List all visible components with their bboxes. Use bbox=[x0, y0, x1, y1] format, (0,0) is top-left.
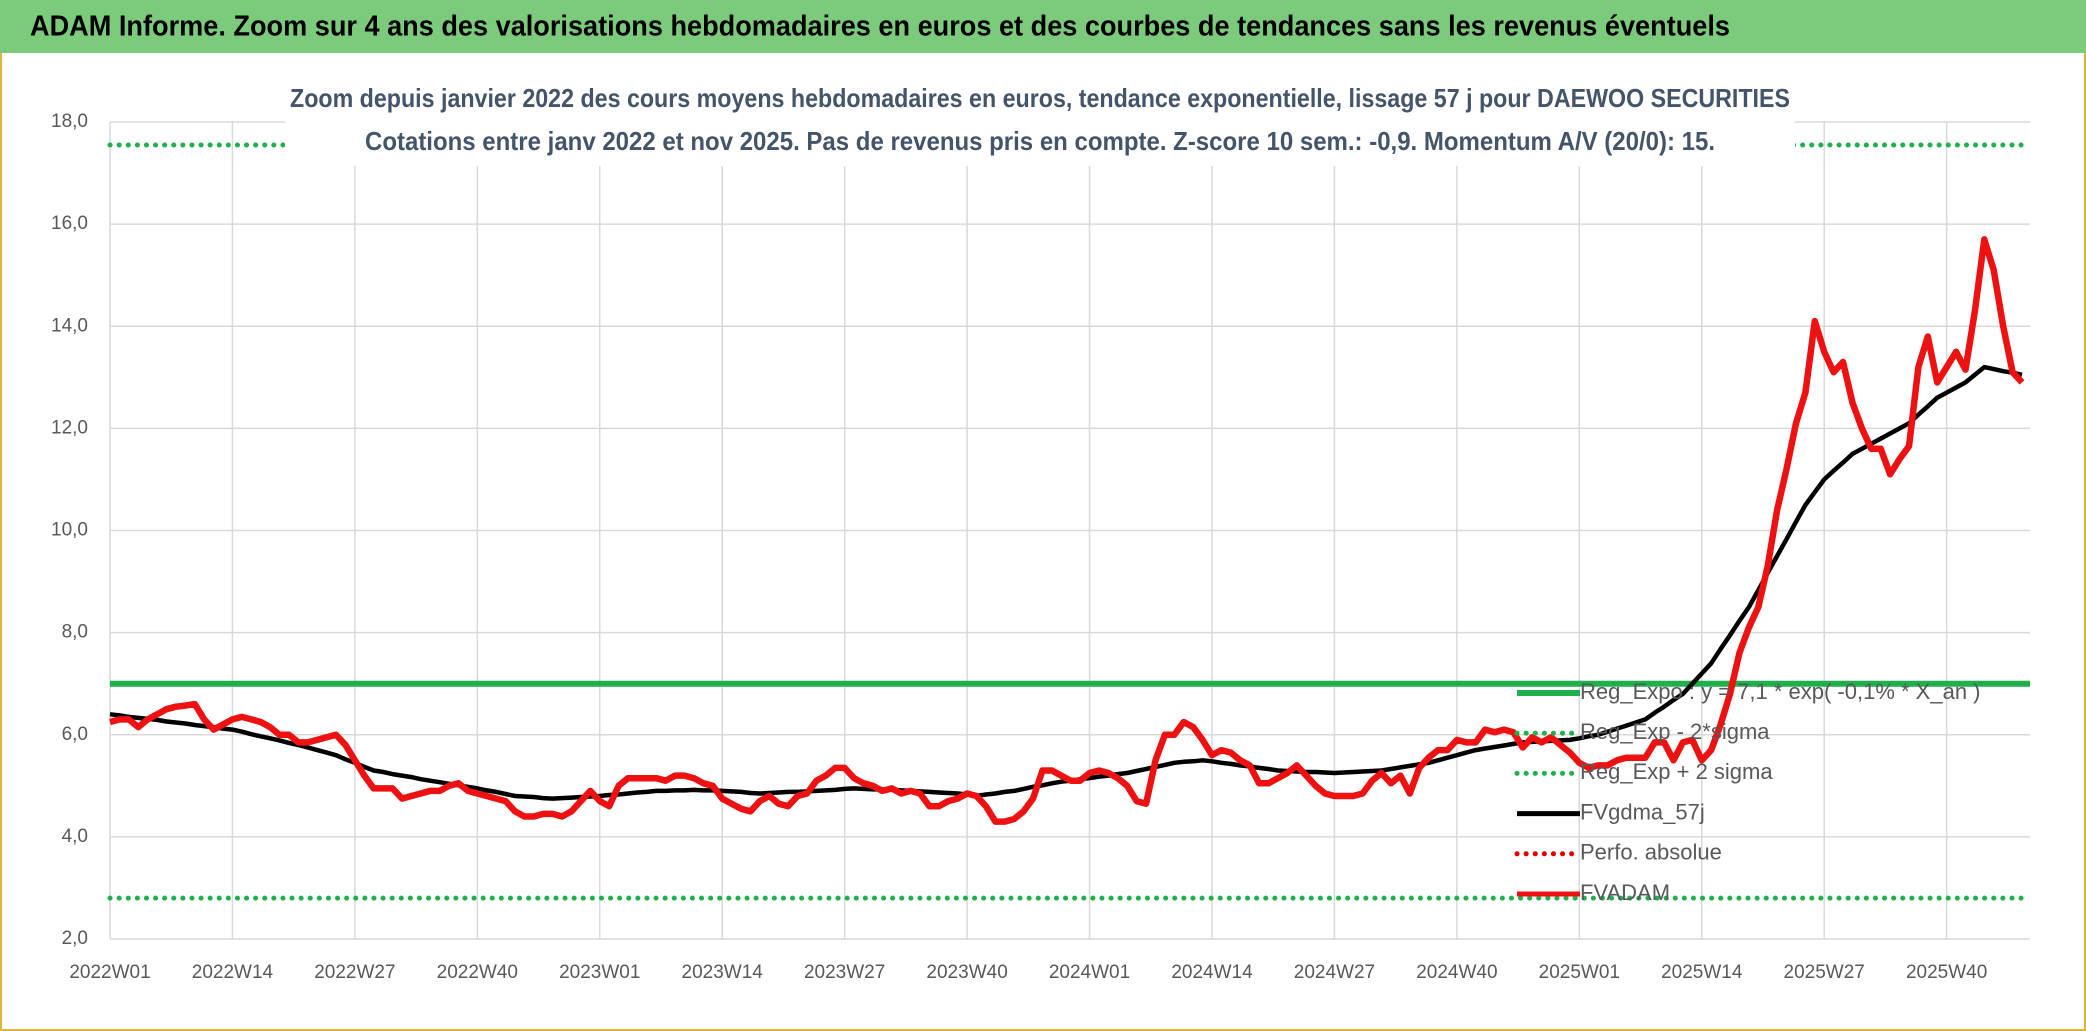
y-tick-label: 2,0 bbox=[62, 928, 88, 949]
x-tick-label: 2023W40 bbox=[926, 962, 1007, 983]
legend-label: Reg_Expo : y = 7,1 * exp( -0,1% * X_an ) bbox=[1580, 679, 1981, 704]
x-tick-label: 2024W27 bbox=[1294, 962, 1375, 983]
chart-subtitle: Cotations entre janv 2022 et nov 2025. P… bbox=[365, 126, 1715, 156]
x-tick-label: 2022W27 bbox=[314, 962, 395, 983]
title-background bbox=[285, 78, 1795, 166]
x-tick-label: 2022W14 bbox=[192, 962, 274, 983]
legend-label: FVADAM bbox=[1580, 880, 1670, 905]
y-tick-label: 10,0 bbox=[51, 520, 88, 541]
x-tick-label: 2023W27 bbox=[804, 962, 885, 983]
x-tick-label: 2023W01 bbox=[559, 962, 640, 983]
x-tick-label: 2025W27 bbox=[1784, 962, 1865, 983]
x-tick-label: 2025W14 bbox=[1661, 962, 1743, 983]
x-tick-label: 2024W14 bbox=[1171, 962, 1253, 983]
chart-title: Zoom depuis janvier 2022 des cours moyen… bbox=[290, 83, 1790, 113]
x-tick-label: 2022W40 bbox=[437, 962, 518, 983]
header-title: ADAM Informe. Zoom sur 4 ans des valoris… bbox=[30, 11, 1730, 43]
legend-label: Reg_Exp - 2*sigma bbox=[1580, 719, 1770, 744]
x-tick-label: 2024W01 bbox=[1049, 962, 1130, 983]
legend-label: Perfo. absolue bbox=[1580, 840, 1722, 865]
header-bar bbox=[0, 0, 2086, 53]
y-tick-label: 16,0 bbox=[51, 213, 88, 234]
x-tick-label: 2023W14 bbox=[682, 962, 764, 983]
y-tick-label: 14,0 bbox=[51, 315, 88, 336]
x-tick-label: 2024W40 bbox=[1416, 962, 1497, 983]
y-tick-label: 4,0 bbox=[62, 826, 88, 847]
y-tick-label: 18,0 bbox=[51, 111, 88, 132]
y-tick-label: 6,0 bbox=[62, 724, 88, 745]
y-tick-label: 8,0 bbox=[62, 622, 88, 643]
x-tick-label: 2025W40 bbox=[1906, 962, 1987, 983]
x-tick-label: 2022W01 bbox=[69, 962, 150, 983]
y-tick-label: 12,0 bbox=[51, 417, 88, 438]
legend-label: FVgdma_57j bbox=[1580, 799, 1705, 824]
legend-label: Reg_Exp + 2 sigma bbox=[1580, 759, 1773, 784]
series-line bbox=[109, 236, 2025, 825]
x-tick-label: 2025W01 bbox=[1539, 962, 1620, 983]
